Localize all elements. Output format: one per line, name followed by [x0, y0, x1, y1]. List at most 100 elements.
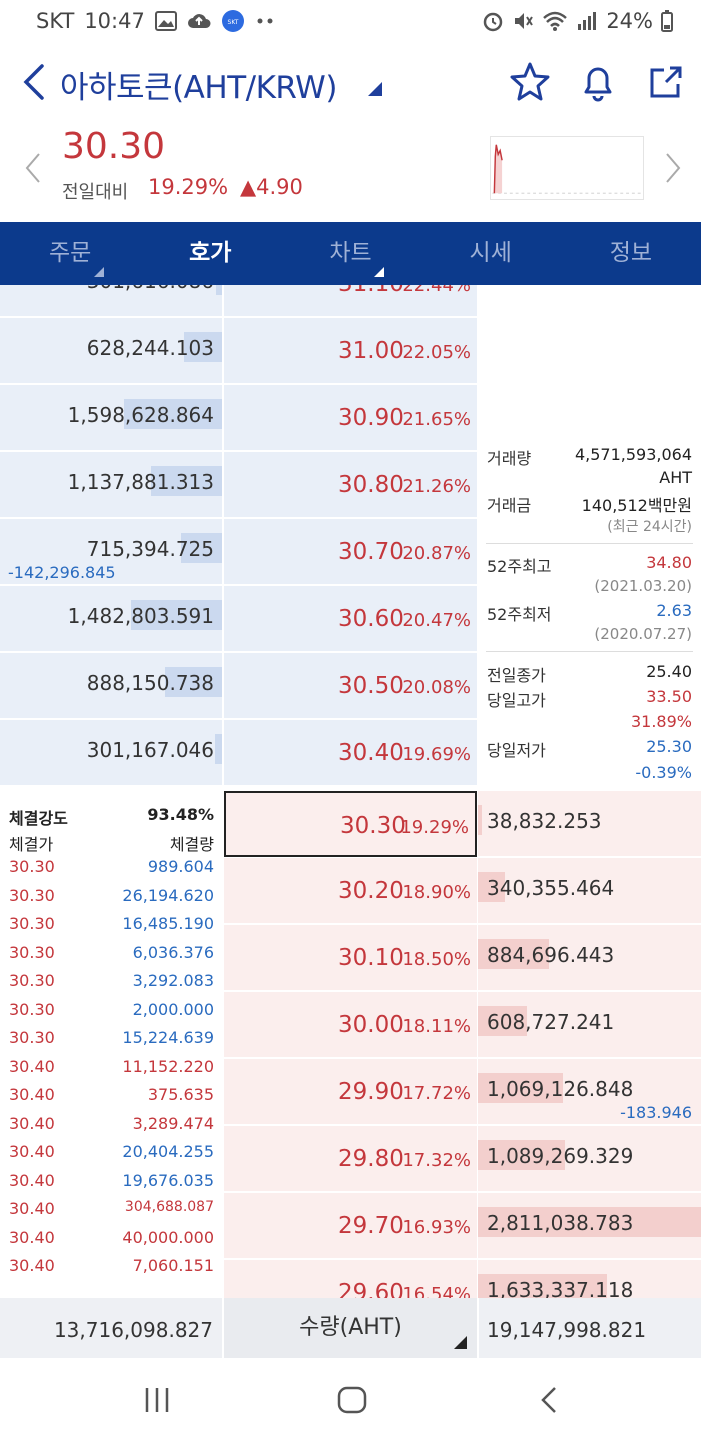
- bid-quantity-cell[interactable]: 340,355.464: [478, 858, 701, 924]
- trade-row: 30.40 40,000.000: [0, 1228, 222, 1256]
- ask-price: 30.40: [338, 740, 404, 766]
- volume-unit: AHT: [659, 468, 692, 487]
- info-divider: [486, 543, 693, 544]
- trade-row: 30.30 2,000.000: [0, 1000, 222, 1028]
- trade-price-header: 체결가: [9, 835, 54, 854]
- trade-quantity: 375.635: [147, 1085, 214, 1104]
- ask-price-cell[interactable]: 30.60 20.47%: [224, 586, 477, 652]
- bid-quantity-cell[interactable]: 1,633,337.118: [478, 1260, 701, 1298]
- trade-qty-header: 체결량: [169, 835, 214, 854]
- title-bar: 아하토큰(AHT/KRW): [0, 50, 701, 116]
- trade-row: 30.30 6,036.376: [0, 943, 222, 971]
- ask-quantity-cell[interactable]: 628,244.103: [0, 318, 222, 384]
- trade-price: 30.40: [9, 1142, 55, 1161]
- bid-price-cell[interactable]: 30.10 18.50%: [224, 925, 477, 991]
- trade-price: 30.40: [9, 1085, 55, 1104]
- unit-selector-dropdown-icon[interactable]: [454, 1336, 467, 1349]
- ask-quantity-cell[interactable]: 1,598,628.864: [0, 385, 222, 451]
- bid-quantity-cell[interactable]: 608,727.241: [478, 992, 701, 1058]
- change-amount: ▲4.90: [240, 175, 303, 199]
- next-coin-chevron-icon[interactable]: [662, 148, 684, 188]
- mini-price-chart[interactable]: [490, 136, 644, 200]
- price-summary: 30.30 전일대비 19.29% ▲4.90: [0, 118, 701, 222]
- bid-price-cell[interactable]: 30.30 19.29%: [224, 791, 477, 857]
- bid-quantity-cell[interactable]: 1,069,126.848 -183.946: [478, 1059, 701, 1125]
- bid-price-cell[interactable]: 29.60 16.54%: [224, 1260, 477, 1298]
- previous-coin-chevron-icon[interactable]: [22, 148, 44, 188]
- gallery-notification-icon: [154, 11, 177, 31]
- ask-quantity-change: -142,296.845: [8, 563, 116, 582]
- bid-price-cell[interactable]: 29.80 17.32%: [224, 1126, 477, 1192]
- wifi-icon: [543, 11, 568, 31]
- bid-percent: 18.90%: [402, 882, 471, 903]
- back-arrow-icon[interactable]: [18, 60, 50, 104]
- bid-price: 30.30: [340, 813, 406, 839]
- bid-price-cell[interactable]: 30.00 18.11%: [224, 992, 477, 1058]
- tab-chart-label: 차트: [329, 240, 372, 266]
- star-favorite-icon[interactable]: [508, 60, 552, 104]
- ask-price-cell[interactable]: 30.80 21.26%: [224, 452, 477, 518]
- tab-chart[interactable]: 차트: [280, 222, 420, 285]
- trade-quantity: 19,676.035: [122, 1170, 214, 1190]
- bid-volume-bar: [478, 1006, 527, 1036]
- bid-quantity-cell[interactable]: 1,089,269.329: [478, 1126, 701, 1192]
- bid-percent: 16.54%: [402, 1284, 471, 1298]
- bid-price-cell[interactable]: 29.70 16.93%: [224, 1193, 477, 1259]
- recent-apps-icon[interactable]: [137, 1380, 177, 1420]
- order-book-footer: 13,716,098.827 수량(AHT) 19,147,998.821: [0, 1298, 701, 1358]
- order-book[interactable]: 301,616.08631.1022.44% 628,244.103 31.0022…: [0, 285, 701, 1298]
- ask-percent: 20.87%: [402, 543, 471, 564]
- unit-selector[interactable]: 수량(AHT): [224, 1298, 477, 1358]
- ask-quantity-cell[interactable]: 301,167.046: [0, 720, 222, 786]
- bid-quantity: 38,832.253: [487, 809, 602, 833]
- trade-price: 30.30: [9, 942, 55, 962]
- ask-quantity: 628,244.103: [86, 336, 214, 360]
- ask-quantity-cell[interactable]: 1,137,881.313: [0, 452, 222, 518]
- ask-price-cell[interactable]: 30.50 20.08%: [224, 653, 477, 719]
- back-nav-icon[interactable]: [530, 1380, 570, 1420]
- volume-value: 4,571,593,064: [574, 445, 692, 464]
- tab-orderbook-dropdown-icon: [374, 267, 385, 277]
- bell-alert-icon[interactable]: [576, 60, 620, 104]
- trade-row: 30.40 3,289.474: [0, 1114, 222, 1142]
- trade-row: 30.40 7,060.151: [0, 1256, 222, 1284]
- trade-row: 30.30 16,485.190: [0, 914, 222, 942]
- bid-price-cell[interactable]: 30.20 18.90%: [224, 858, 477, 924]
- home-icon[interactable]: [332, 1380, 372, 1420]
- ask-quantity-cell[interactable]: 888,150.738: [0, 653, 222, 719]
- footer-divider: [477, 1298, 479, 1358]
- tab-info-label: 정보: [609, 240, 653, 266]
- bid-quantity-cell[interactable]: 2,811,038.783: [478, 1193, 701, 1259]
- ask-quantity: 301,167.046: [86, 738, 214, 762]
- bid-quantity-cell[interactable]: 884,696.443: [478, 925, 701, 991]
- ask-quantity-cell[interactable]: 1,482,803.591: [0, 586, 222, 652]
- ask-volume-bar: [165, 667, 222, 697]
- bid-volume-bar: [478, 1140, 565, 1170]
- info-divider: [486, 651, 693, 652]
- bid-quantity-cell[interactable]: 38,832.253: [478, 791, 701, 857]
- share-icon[interactable]: [644, 60, 688, 104]
- ask-volume-bar: [215, 734, 222, 764]
- coin-title[interactable]: 아하토큰(AHT/KRW): [60, 70, 337, 106]
- ask-price-cell[interactable]: 31.00 22.05%: [224, 318, 477, 384]
- ask-quantity-cell[interactable]: 301,616.086: [0, 285, 222, 317]
- ask-price-cell[interactable]: 30.70 20.87%: [224, 519, 477, 585]
- bid-quantity: 2,811,038.783: [487, 1211, 634, 1235]
- ask-quantity: 1,137,881.313: [67, 470, 214, 494]
- tab-order[interactable]: 주문: [0, 222, 140, 285]
- tab-info[interactable]: 정보: [561, 222, 701, 285]
- bid-price-cell[interactable]: 29.90 17.72%: [224, 1059, 477, 1125]
- tab-market[interactable]: 시세: [421, 222, 561, 285]
- strength-label: 체결강도: [9, 809, 68, 828]
- ask-price-cell[interactable]: 30.40 19.69%: [224, 720, 477, 786]
- ask-price-cell[interactable]: 30.90 21.65%: [224, 385, 477, 451]
- trade-price: 30.30: [9, 1028, 55, 1047]
- trade-price: 30.30: [9, 885, 55, 905]
- coin-selector-dropdown-icon[interactable]: [368, 82, 382, 96]
- ask-price-cell[interactable]: 31.1022.44%: [224, 285, 477, 317]
- high52-date: (2021.03.20): [594, 577, 692, 595]
- tab-orderbook[interactable]: 호가: [140, 222, 385, 285]
- bid-price: 30.20: [338, 878, 404, 904]
- ask-quantity-cell[interactable]: 715,394.725 -142,296.845: [0, 519, 222, 585]
- ask-percent: 20.47%: [402, 610, 471, 631]
